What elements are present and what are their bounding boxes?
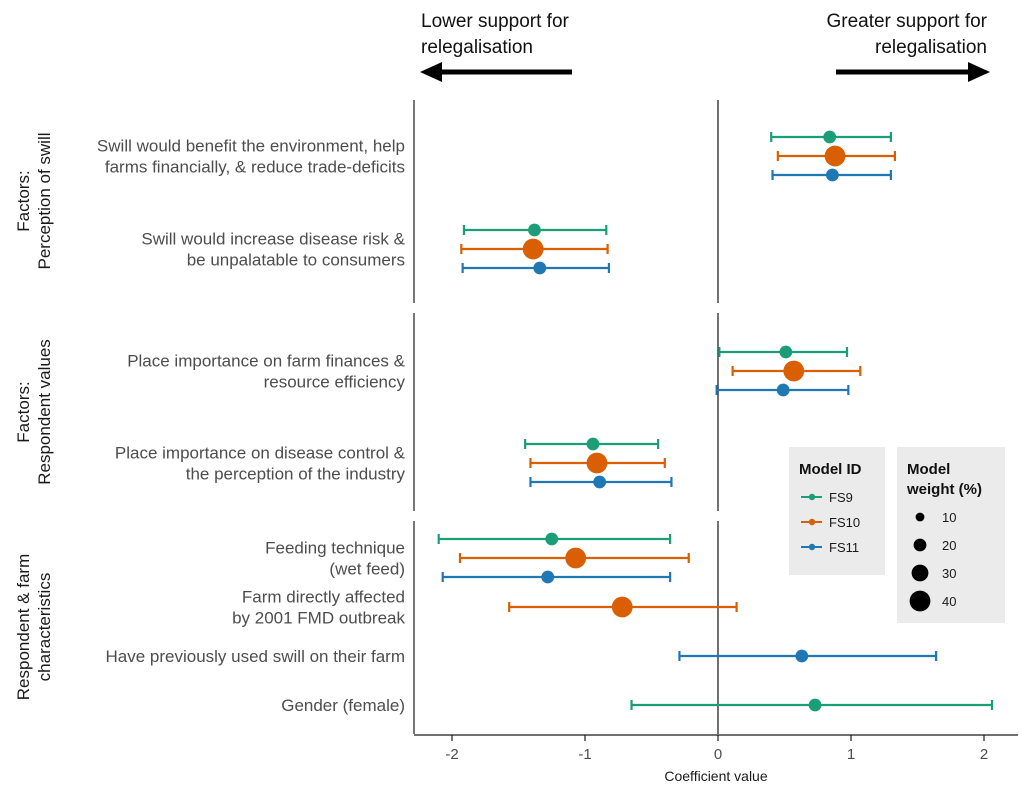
factor-label: Swill would benefit the environment, hel… (97, 137, 405, 156)
estimate-point-fs11 (825, 168, 839, 182)
estimate-point-fs9 (586, 437, 600, 451)
estimate-point-fs10 (783, 360, 805, 382)
greater-support-label-line1: Greater support for (826, 11, 987, 32)
factor-label: Have previously used swill on their farm (105, 647, 405, 666)
legend-weight-label: 40 (942, 594, 956, 609)
group-label-line: Perception of swill (35, 132, 54, 269)
factor-label: farms financially, & reduce trade-defici… (105, 158, 405, 177)
factor-label: Place importance on disease control & (115, 444, 406, 463)
factor-label: (wet feed) (329, 560, 405, 579)
lower-support-label-line2: relegalisation (421, 37, 533, 58)
estimate-point-fs10 (586, 452, 608, 474)
x-tick-label: -1 (578, 746, 591, 763)
group-label-characteristics: Respondent & farm characteristics (14, 554, 54, 700)
legend-weight-key-point (913, 538, 927, 552)
legend-weight-label: 30 (942, 566, 956, 581)
estimate-point-fs9 (823, 130, 837, 144)
estimate-point-fs9 (808, 698, 822, 712)
legend-weight-label: 20 (942, 538, 956, 553)
factor-label: by 2001 FMD outbreak (232, 609, 405, 628)
estimate-point-fs10 (565, 547, 587, 569)
panel-perception: Factors: Perception of swill Swill would b… (14, 100, 896, 303)
legend-model-key-point (808, 543, 816, 551)
legend-model-key-point (808, 518, 816, 526)
legend-model-id: Model ID FS9 FS10 FS11 (789, 447, 885, 575)
estimate-point-fs11 (541, 570, 555, 584)
legend-weight-key-point (915, 512, 925, 522)
factor-label: Place importance on farm finances & (127, 352, 405, 371)
panel-values: Factors: Respondent values Place importanc… (14, 313, 862, 511)
group-label-perception: Factors: Perception of swill (14, 132, 54, 269)
lower-support-arrow-head (420, 62, 442, 82)
legend-weight-title-line1: Model (907, 461, 950, 478)
panel-characteristics: Respondent & farm characteristics Feeding … (14, 521, 994, 734)
estimate-point-fs9 (528, 223, 541, 237)
estimate-point-fs11 (795, 649, 809, 663)
factor-label: resource efficiency (264, 373, 406, 392)
estimate-point-fs10 (522, 238, 544, 260)
factor-label: Farm directly affected (242, 588, 405, 607)
estimate-point-fs9 (779, 345, 793, 359)
greater-support-arrow-head (968, 62, 990, 82)
x-tick-label: 2 (980, 746, 988, 763)
group-label-line: Respondent values (35, 339, 54, 485)
estimate-point-fs11 (776, 383, 790, 397)
x-tick-label: -2 (445, 746, 458, 763)
estimate-point-fs9 (545, 532, 559, 546)
x-tick-label: 0 (714, 746, 722, 763)
factor-label: Feeding technique (265, 539, 405, 558)
estimate-point-fs10 (611, 596, 633, 618)
factor-label: Gender (female) (281, 696, 405, 715)
group-label-line: Factors: (14, 381, 33, 442)
estimate-point-fs11 (593, 475, 607, 489)
factor-label: the perception of the industry (186, 465, 406, 484)
legend-model-label-fs11: FS11 (829, 540, 859, 555)
x-axis-title: Coefficient value (664, 768, 767, 784)
legend-model-weight: Model weight (%) 10 20 30 40 (897, 447, 1005, 623)
factor-label: be unpalatable to consumers (187, 251, 405, 270)
group-label-line: characteristics (35, 573, 54, 682)
legend-weight-key-point (911, 564, 929, 582)
group-label-values: Factors: Respondent values (14, 339, 54, 485)
legend-model-background (789, 447, 885, 575)
legend-model-label-fs10: FS10 (829, 515, 860, 530)
factor-label: Swill would increase disease risk & (141, 230, 405, 249)
legend-model-key-point (808, 493, 816, 501)
estimate-point-fs10 (824, 145, 846, 167)
greater-support-label-line2: relegalisation (875, 37, 987, 58)
lower-support-label-line1: Lower support for (421, 11, 570, 32)
legend-weight-title-line2: weight (%) (906, 481, 982, 498)
estimate-point-fs11 (533, 261, 547, 275)
legend-model-title: Model ID (799, 461, 862, 478)
group-label-line: Factors: (14, 170, 33, 231)
legend-weight-key-point (909, 590, 931, 612)
group-label-line: Respondent & farm (14, 554, 33, 700)
legend-model-label-fs9: FS9 (829, 490, 853, 505)
x-tick-label: 1 (847, 746, 855, 763)
legend-weight-label: 10 (942, 510, 956, 525)
